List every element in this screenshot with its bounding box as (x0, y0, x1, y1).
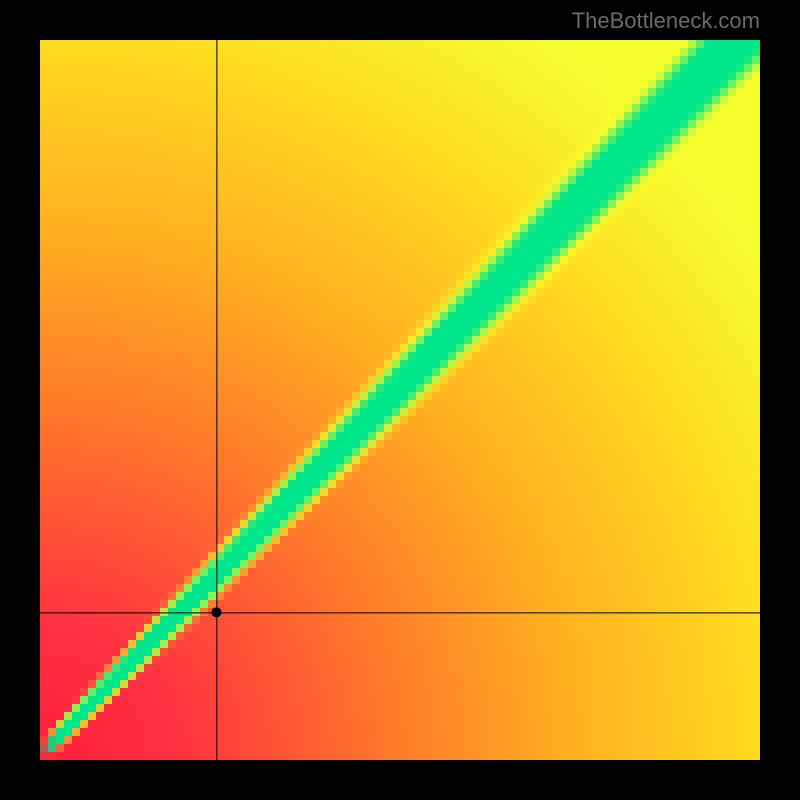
heatmap-plot (40, 40, 760, 760)
heatmap-canvas (40, 40, 760, 760)
watermark-text: TheBottleneck.com (572, 8, 760, 34)
chart-container: TheBottleneck.com (0, 0, 800, 800)
